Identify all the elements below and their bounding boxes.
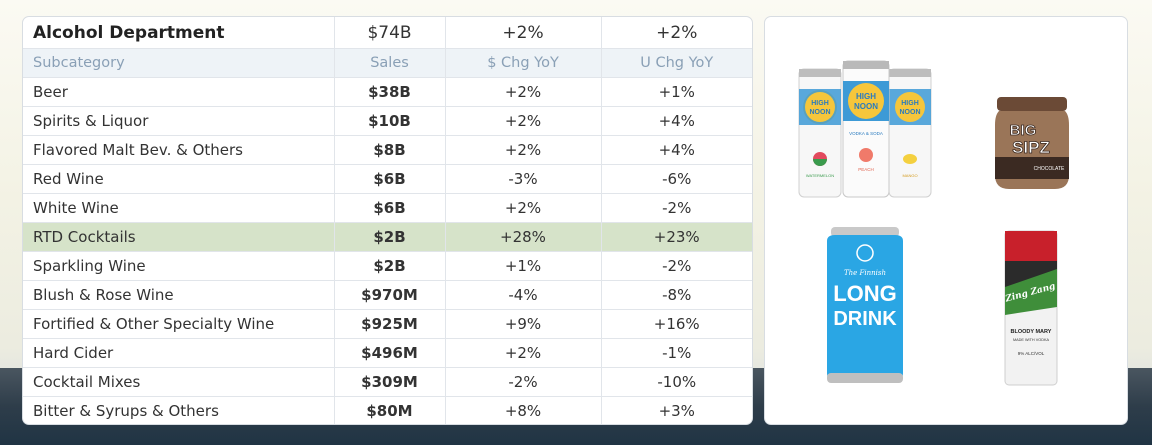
unit-chg-cell: +1% — [600, 77, 752, 107]
dollar-chg-cell: -2% — [444, 367, 601, 397]
unit-chg-cell: +16% — [600, 309, 752, 339]
svg-text:DRINK: DRINK — [833, 308, 897, 330]
sales-cell: $6B — [333, 193, 445, 223]
table-row[interactable]: Beer $38B +2% +1% — [23, 77, 752, 107]
table-row[interactable]: White Wine $6B +2% -2% — [23, 193, 752, 223]
dollar-chg-cell: +2% — [444, 135, 601, 165]
subcategory-cell: Cocktail Mixes — [23, 367, 334, 397]
unit-chg-cell: -6% — [600, 164, 752, 194]
high-noon-can-right: HIGH NOON MANGO — [888, 68, 932, 198]
subcategory-cell: Flavored Malt Bev. & Others — [23, 135, 334, 165]
subcategory-cell: RTD Cocktails — [23, 222, 334, 252]
subcategory-cell: Fortified & Other Specialty Wine — [23, 309, 334, 339]
sales-cell: $80M — [333, 396, 445, 424]
svg-text:MADE WITH VODKA: MADE WITH VODKA — [1013, 338, 1050, 342]
long-drink-can-image: The Finnish LONG DRINK — [827, 227, 903, 383]
svg-text:BLOODY MARY: BLOODY MARY — [1011, 329, 1052, 335]
department-sales: $74B — [333, 17, 445, 49]
svg-text:HIGH: HIGH — [901, 100, 919, 107]
sales-cell: $925M — [333, 309, 445, 339]
department-name: Alcohol Department — [23, 17, 334, 49]
sales-cell: $10B — [333, 106, 445, 136]
table-header-row: Subcategory Sales $ Chg YoY U Chg YoY — [23, 48, 752, 78]
unit-chg-cell: -2% — [600, 193, 752, 223]
zing-zang-can-image: Zing Zang BLOODY MARY MADE WITH VODKA 9%… — [1003, 230, 1058, 386]
table-row[interactable]: Sparkling Wine $2B +1% -2% — [23, 251, 752, 281]
dollar-chg-cell: -3% — [444, 164, 601, 194]
subcategory-cell: Sparkling Wine — [23, 251, 334, 281]
svg-text:WATERMELON: WATERMELON — [806, 173, 834, 178]
svg-text:NOON: NOON — [854, 102, 878, 111]
svg-text:HIGH: HIGH — [856, 92, 876, 101]
subcategory-cell: Hard Cider — [23, 338, 334, 368]
svg-text:PEACH: PEACH — [858, 167, 874, 172]
unit-chg-cell: +23% — [600, 222, 752, 252]
high-noon-can-left: HIGH NOON WATERMELON — [798, 68, 842, 198]
high-noon-label-left: HIGH — [811, 100, 829, 107]
unit-chg-cell: +4% — [600, 106, 752, 136]
high-noon-cans-image: HIGH NOON WATERMELON HIGH NOON MANGO HIG… — [798, 60, 932, 198]
svg-text:MANGO: MANGO — [902, 173, 917, 178]
table-row[interactable]: Bitter & Syrups & Others $80M +8% +3% — [23, 396, 752, 424]
department-dollar-chg: +2% — [444, 17, 601, 49]
unit-chg-cell: +4% — [600, 135, 752, 165]
dollar-chg-cell: +9% — [444, 309, 601, 339]
dollar-chg-cell: +2% — [444, 193, 601, 223]
dollar-chg-cell: +1% — [444, 251, 601, 281]
unit-chg-cell: -1% — [600, 338, 752, 368]
table-row[interactable]: Red Wine $6B -3% -6% — [23, 164, 752, 194]
svg-text:CHOCOLATE: CHOCOLATE — [1034, 166, 1065, 172]
table-row[interactable]: Cocktail Mixes $309M -2% -10% — [23, 367, 752, 397]
svg-text:NOON: NOON — [900, 109, 921, 116]
subcategory-cell: Blush & Rose Wine — [23, 280, 334, 310]
dollar-chg-cell: +2% — [444, 106, 601, 136]
sales-cell: $38B — [333, 77, 445, 107]
sales-cell: $970M — [333, 280, 445, 310]
subcategory-cell: Beer — [23, 77, 334, 107]
product-images-card: HIGH NOON WATERMELON HIGH NOON MANGO HIG… — [764, 16, 1128, 425]
high-noon-can-center: HIGH NOON VODKA & SODA PEACH — [842, 60, 890, 198]
table-row[interactable]: Hard Cider $496M +2% -1% — [23, 338, 752, 368]
header-dollar-chg[interactable]: $ Chg YoY — [444, 48, 601, 78]
svg-text:NOON: NOON — [810, 109, 831, 116]
sales-cell: $2B — [333, 222, 445, 252]
unit-chg-cell: -10% — [600, 367, 752, 397]
sales-cell: $309M — [333, 367, 445, 397]
table-row[interactable]: Blush & Rose Wine $970M -4% -8% — [23, 280, 752, 310]
svg-text:VODKA & SODA: VODKA & SODA — [849, 131, 883, 136]
svg-text:The Finnish: The Finnish — [844, 269, 886, 277]
big-sipz-line1: BIG — [1010, 122, 1037, 139]
svg-text:9% ALC/VOL: 9% ALC/VOL — [1018, 351, 1045, 356]
header-subcategory[interactable]: Subcategory — [23, 48, 334, 78]
dollar-chg-cell: +2% — [444, 77, 601, 107]
dollar-chg-cell: -4% — [444, 280, 601, 310]
subcategory-cell: Bitter & Syrups & Others — [33, 402, 219, 420]
dollar-chg-cell: +8% — [444, 396, 601, 424]
sales-cell: $2B — [333, 251, 445, 281]
long-drink-line1: LONG — [833, 281, 897, 306]
header-unit-chg[interactable]: U Chg YoY — [600, 48, 752, 78]
department-row: Alcohol Department $74B +2% +2% — [23, 17, 752, 49]
alcohol-sales-table-card: Alcohol Department $74B +2% +2% Subcateg… — [22, 16, 753, 425]
big-sipz-jar-image: BIG SIPZ CHOCOLATE — [995, 97, 1069, 189]
department-unit-chg: +2% — [600, 17, 752, 49]
subcategory-cell: Red Wine — [23, 164, 334, 194]
sales-table: Alcohol Department $74B +2% +2% Subcateg… — [23, 17, 752, 424]
sales-cell: $6B — [333, 164, 445, 194]
dollar-chg-cell: +28% — [444, 222, 601, 252]
table-row[interactable]: RTD Cocktails $2B +28% +23% — [23, 222, 752, 252]
subcategory-cell: White Wine — [23, 193, 334, 223]
table-row[interactable]: Fortified & Other Specialty Wine $925M +9%… — [23, 309, 752, 339]
table-row[interactable]: Flavored Malt Bev. & Others $8B +2% +4% — [23, 135, 752, 165]
unit-chg-cell: -8% — [600, 280, 752, 310]
svg-text:SIPZ: SIPZ — [1012, 138, 1050, 157]
unit-chg-cell: +3% — [600, 396, 752, 424]
header-sales[interactable]: Sales — [333, 48, 445, 78]
subcategory-cell: Spirits & Liquor — [23, 106, 334, 136]
table-row[interactable]: Spirits & Liquor $10B +2% +4% — [23, 106, 752, 136]
sales-cell: $496M — [333, 338, 445, 368]
dollar-chg-cell: +2% — [444, 338, 601, 368]
sales-cell: $8B — [333, 135, 445, 165]
unit-chg-cell: -2% — [600, 251, 752, 281]
